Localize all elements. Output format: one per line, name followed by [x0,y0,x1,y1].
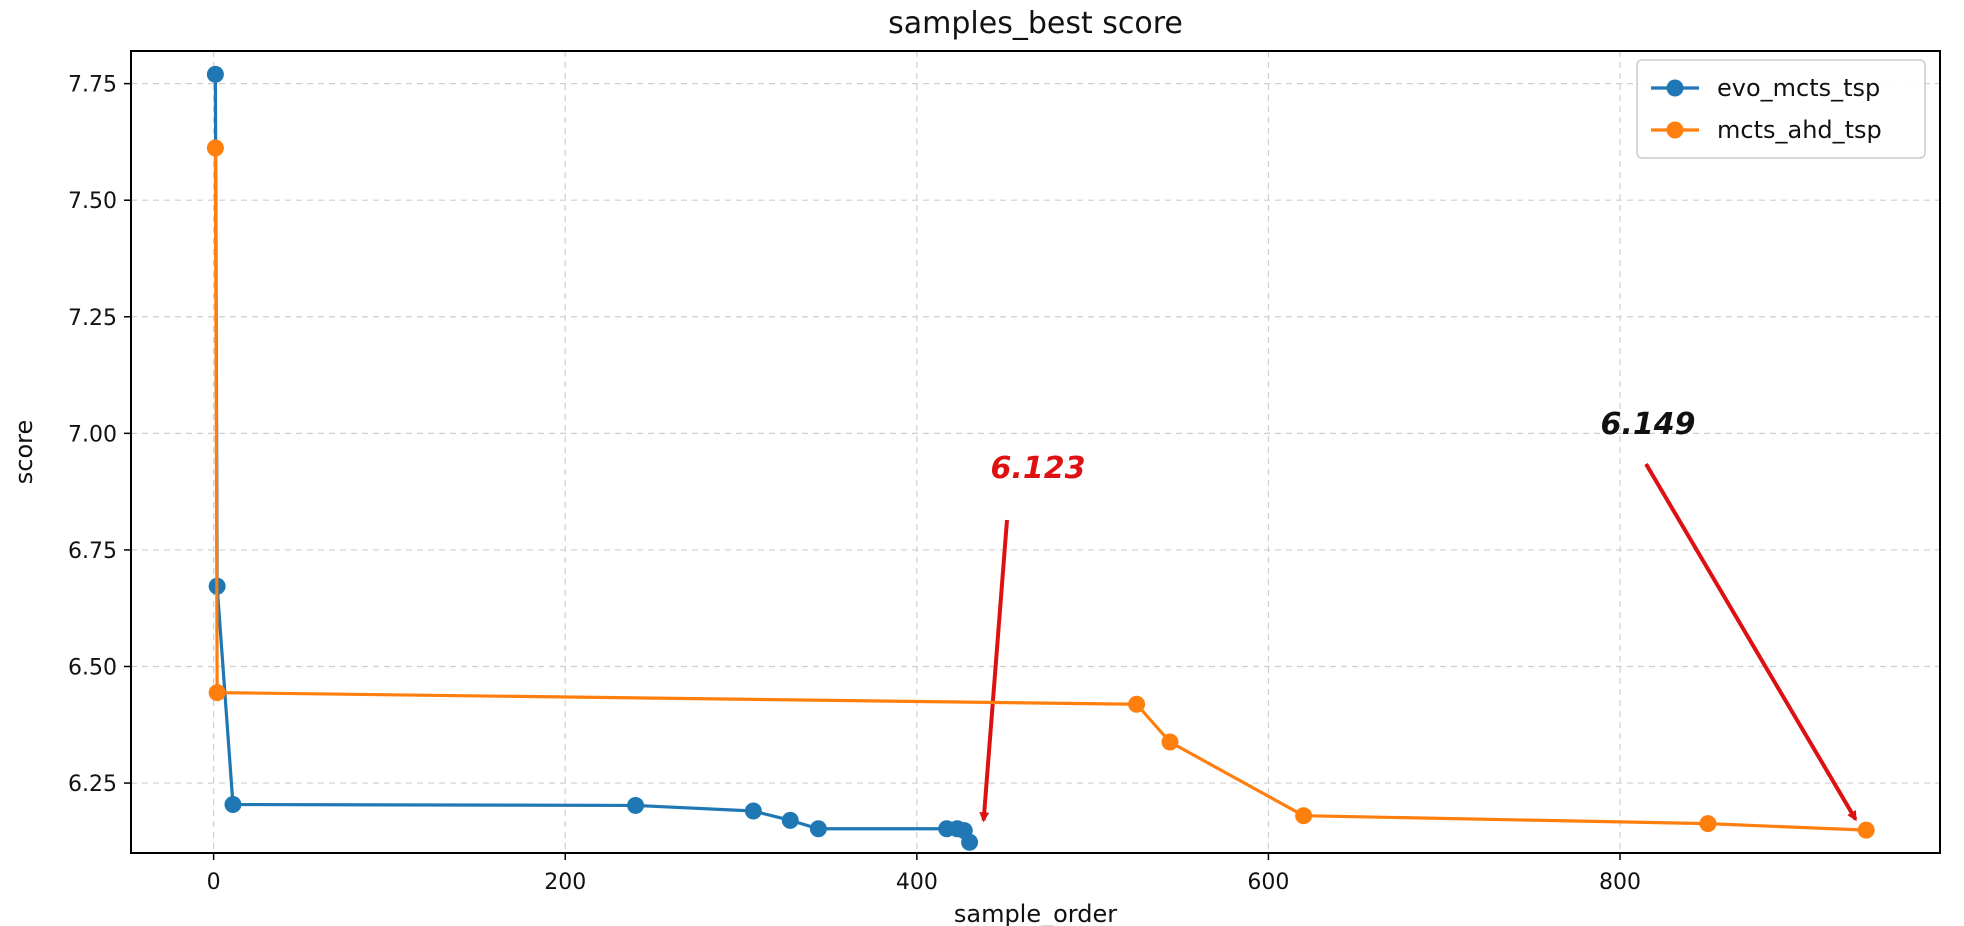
data-point [627,796,645,814]
y-tick-label: 6.75 [68,539,117,564]
y-tick-label: 6.50 [68,655,117,680]
data-point [1295,807,1313,825]
y-tick-label: 6.25 [68,772,117,797]
legend-label: mcts_ahd_tsp [1717,116,1882,144]
series-line [213,74,972,843]
series-line [213,147,1867,832]
data-point [224,796,242,814]
x-tick-label: 400 [896,870,938,895]
data-point [206,65,224,83]
legend-marker [1666,121,1684,139]
x-tick-label: 800 [1599,870,1641,895]
y-tick-label: 7.50 [68,189,117,214]
legend-entry: mcts_ahd_tsp [1651,116,1882,144]
series-mcts_ahd_tsp [206,139,1875,839]
data-point [809,820,827,838]
x-tick-label: 600 [1247,870,1289,895]
plot-frame [130,50,1941,854]
data-point [206,139,224,157]
data-point [781,811,799,829]
series-layer [206,65,1875,851]
x-axis: 0 200 400 600 800 [207,853,1641,895]
y-axis: 6.25 6.50 6.75 7.00 7.25 7.50 7.75 [68,73,131,797]
x-tick-label: 0 [207,870,221,895]
data-point [1161,733,1179,751]
x-tick-label: 200 [544,870,586,895]
annotation-arrows [979,462,1858,823]
legend-entry: evo_mcts_tsp [1651,74,1880,102]
data-point [1699,815,1717,833]
y-tick-label: 7.25 [68,306,117,331]
data-point [1857,821,1875,839]
y-tick-label: 7.00 [68,422,117,447]
x-axis-title: sample_order [954,900,1117,926]
annotation-arrow [979,519,1009,823]
y-tick-label: 7.75 [68,73,117,98]
legend-label: evo_mcts_tsp [1717,74,1880,102]
y-axis-title: score [10,420,38,485]
series-evo_mcts_tsp [206,65,979,851]
data-point [208,684,226,702]
legend-box [1636,59,1926,159]
data-point [1128,695,1146,713]
annotation-arrow [1644,462,1858,822]
chart-title: samples_best score [888,6,1183,41]
annotation-label: 6.123 [991,451,1086,486]
data-point [744,802,762,820]
data-point [961,833,979,851]
legend: evo_mcts_tsp mcts_ahd_tsp [1636,59,1926,159]
legend-marker [1666,79,1684,97]
annotation-labels: 6.123 6.149 [991,407,1696,486]
annotation-label: 6.149 [1601,407,1696,442]
